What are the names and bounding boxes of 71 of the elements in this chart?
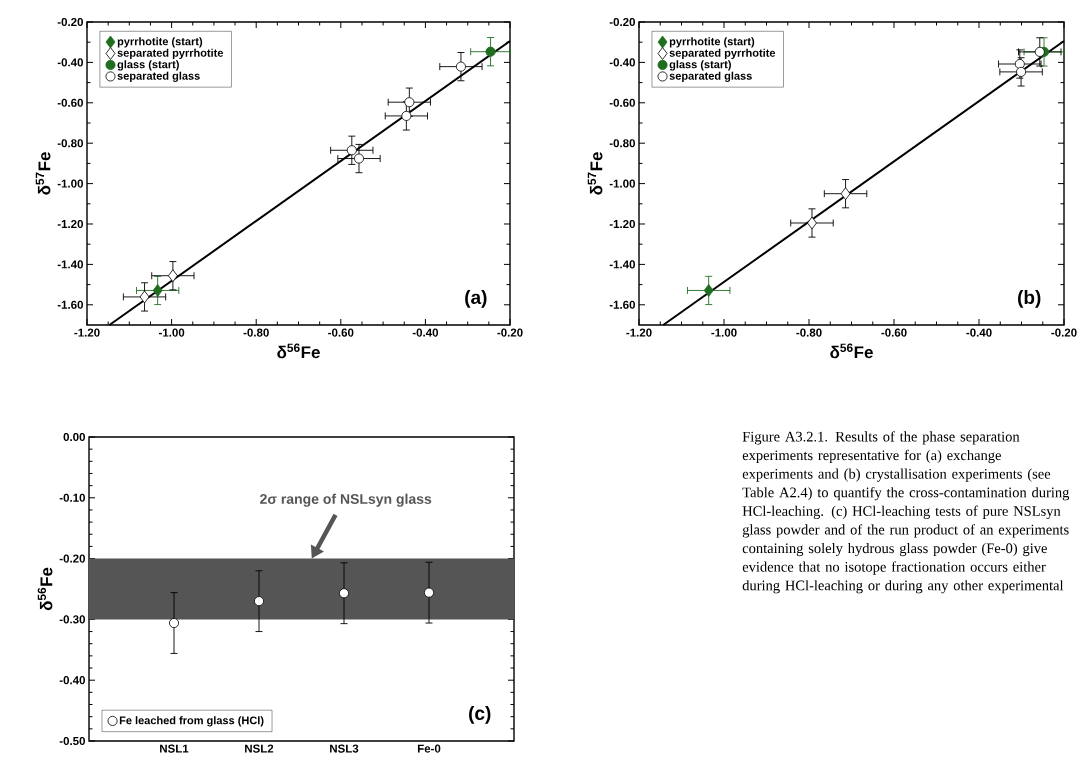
point xyxy=(424,587,434,598)
text: Figure A3.2.1. Results of the phase separation experiments representative for (a) exchange experiments and (b) crystallisation experiments (see Table A2.4) to quantify the cross-contamination during HCl-leaching. (c) HCl-leaching tests of pure NSLsyn glass powder and of the run product of an experiments containing solely hydrous glass powder (Fe-0) give evidence that no isotope fractionation occurs either during HCl-leaching or during any other experimental xyxy=(742,431,1070,594)
y-axis-title: δ$^{57}$Fe xyxy=(587,152,603,195)
point xyxy=(485,46,496,57)
y-tick-label: -1.40 xyxy=(57,260,84,269)
y-tick-label: -1.20 xyxy=(609,219,635,229)
y-tick-label: -1.00 xyxy=(57,179,84,188)
x-tick-label: -1.00 xyxy=(158,328,185,337)
y-tick-label: -0.40 xyxy=(609,58,635,67)
y-tick-label: -0.20 xyxy=(609,17,635,27)
x-tick-label: NSL1 xyxy=(160,744,189,753)
x-tick-label: -0.80 xyxy=(243,328,269,337)
point xyxy=(354,153,364,164)
x-axis-title: δ$^{56}$Fe xyxy=(830,343,873,359)
point xyxy=(1034,46,1045,57)
y-tick-label: -0.20 xyxy=(59,554,86,563)
point xyxy=(169,618,180,629)
point xyxy=(339,588,349,599)
x-axis-title: δ$^{56}$Fe xyxy=(277,343,320,359)
y-tick-label: -1.00 xyxy=(609,179,635,188)
y-tick-label: -0.60 xyxy=(609,98,635,107)
legend-label: separated pyrrhotite xyxy=(117,48,224,59)
legend-label: glass (start) xyxy=(117,60,179,71)
legend-label: separated glass xyxy=(117,71,200,83)
x-tick-label: -0.20 xyxy=(497,328,523,337)
point xyxy=(254,596,265,607)
legend-label: separated glass xyxy=(669,71,752,83)
y-tick-label: -0.60 xyxy=(57,98,84,107)
point xyxy=(703,284,714,297)
x-tick-label: -0.40 xyxy=(966,328,992,337)
x-tick-label: NSL3 xyxy=(330,744,359,753)
y-tick-label: -0.40 xyxy=(57,58,84,67)
point xyxy=(455,61,466,72)
y-tick-label: -0.80 xyxy=(57,139,84,148)
x-tick-label: NSL2 xyxy=(245,744,274,753)
legend-label: pyrrhotite (start) xyxy=(117,37,203,48)
legend-label: Fe leached from glass (HCl) xyxy=(119,716,264,727)
y-tick-label: -0.50 xyxy=(59,736,86,746)
point xyxy=(840,187,851,201)
y-tick-label: -0.10 xyxy=(59,493,86,502)
x-tick-label: -0.40 xyxy=(412,328,439,337)
y-tick-label: -1.40 xyxy=(609,260,635,269)
y-tick-label: -0.80 xyxy=(609,139,635,148)
point xyxy=(139,290,150,304)
y-tick-label: -0.20 xyxy=(57,17,84,27)
annotation: (b) xyxy=(1018,290,1041,308)
x-tick-label: -0.80 xyxy=(796,328,822,337)
y-tick-label: -0.40 xyxy=(59,676,86,685)
x-tick-label: -0.60 xyxy=(328,328,354,337)
legend-label: glass (start) xyxy=(669,60,731,71)
y-tick-label: 0.00 xyxy=(63,432,85,442)
point xyxy=(167,269,178,283)
y-axis-title: δ$^{56}$Fe xyxy=(37,567,53,611)
legend-label: pyrrhotite (start) xyxy=(669,37,755,48)
y-tick-label: -1.60 xyxy=(57,300,84,309)
x-tick-label: -0.20 xyxy=(1051,328,1077,337)
x-tick-label: Fe-0 xyxy=(417,744,441,753)
x-tick-label: -1.20 xyxy=(626,328,652,337)
band-label: 2σ range of NSLsyn glass xyxy=(260,493,432,507)
y-tick-label: -0.30 xyxy=(59,615,86,624)
annotation: (c) xyxy=(469,706,491,724)
x-tick-label: -1.20 xyxy=(74,328,100,337)
x-tick-label: -1.00 xyxy=(711,328,737,337)
y-tick-label: -1.60 xyxy=(609,300,635,309)
y-tick-label: -1.20 xyxy=(57,219,84,229)
point xyxy=(807,216,817,230)
point xyxy=(152,284,163,297)
y-axis-title: δ$^{57}$Fe xyxy=(35,152,51,195)
x-tick-label: -0.60 xyxy=(881,328,907,337)
legend-label: separated pyrrhotite xyxy=(669,48,776,59)
annotation: (a) xyxy=(465,290,487,308)
